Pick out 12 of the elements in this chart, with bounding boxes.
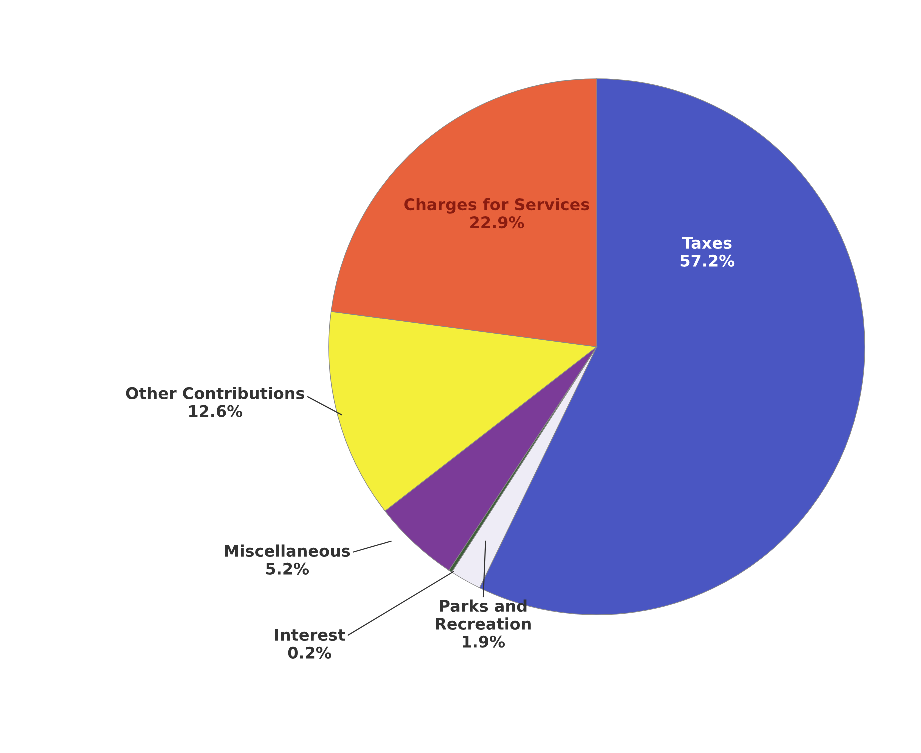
slice-label: Parks and Recreation (436, 600, 531, 630)
data-label: 22.9% (470, 216, 524, 229)
data-label: 12.6% (189, 405, 243, 418)
slice-label: Other Contributions (126, 387, 304, 400)
data-label: 5.2% (266, 562, 310, 575)
data-label: 57.2% (680, 254, 735, 267)
data-label: 1.9% (463, 636, 506, 648)
slice-label: Taxes (682, 237, 732, 250)
data-label: 0.2% (288, 646, 332, 659)
slice-label: Miscellaneous (225, 544, 350, 558)
slice-label: Charges for Services (404, 198, 590, 214)
slice-label: Interest (275, 629, 346, 642)
